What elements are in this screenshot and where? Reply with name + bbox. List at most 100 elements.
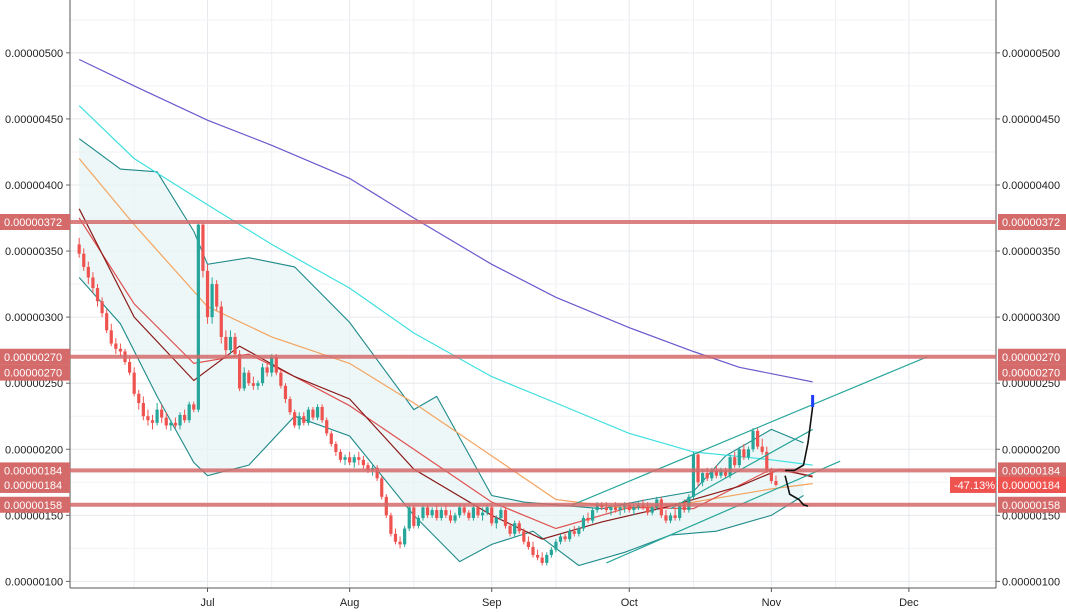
level-label-right-bg: [998, 496, 1066, 513]
candle-body: [485, 507, 489, 513]
candle-body: [650, 507, 654, 513]
x-tick-label: Jul: [200, 597, 214, 609]
candle-body: [205, 270, 210, 318]
candle-body: [192, 404, 196, 410]
candle-body: [210, 284, 214, 318]
candle-body: [105, 313, 109, 331]
candle-body: [448, 515, 453, 521]
level-label-left-bg: [0, 213, 70, 230]
candle-body: [678, 504, 682, 518]
y-tick-label-left: 0.00000500: [5, 48, 63, 60]
candle-body: [737, 449, 741, 466]
y-tick-label-right: 0.00000150: [1002, 510, 1060, 522]
candle-body: [691, 454, 696, 497]
y-tick-label-left: 0.00000150: [5, 510, 63, 522]
candle-body: [173, 422, 178, 426]
x-tick-label: Nov: [762, 597, 782, 609]
candle-body: [664, 515, 668, 521]
last-price-label: 0.00000184: [1002, 480, 1060, 492]
candle-body: [224, 336, 228, 351]
level-label-left-bg: [0, 496, 70, 513]
ma-line: [78, 217, 813, 530]
candle-body: [435, 510, 439, 518]
candle-body: [348, 457, 352, 463]
level-label-left: 0.00000372: [4, 217, 62, 229]
extra-label-right-bg: [998, 364, 1066, 381]
y-tick-label-left: 0.00000400: [5, 180, 63, 192]
candle-body: [558, 536, 563, 542]
candle-body: [499, 510, 503, 518]
candle-body: [265, 367, 269, 373]
candle-body: [425, 507, 430, 516]
candle-body: [742, 449, 746, 458]
candle-body: [288, 399, 292, 413]
candle-body: [251, 383, 255, 386]
candle-body: [535, 554, 540, 558]
horizontal-levels: [70, 219, 996, 507]
candle-body: [705, 473, 709, 479]
y-tick-label-left: 0.00000250: [5, 378, 63, 390]
candle-body: [260, 367, 265, 384]
candle-body: [581, 517, 586, 529]
candle-body: [118, 348, 123, 352]
candle-body: [247, 372, 251, 384]
level-label-left: 0.00000270: [4, 352, 62, 364]
channel-line: [569, 356, 928, 507]
candle-body: [228, 336, 233, 351]
candle-body: [668, 515, 673, 521]
candle-body: [769, 470, 773, 481]
level-label-right: 0.00000158: [1002, 500, 1060, 512]
level-label-left-bg: [0, 348, 70, 365]
candle-body: [274, 356, 278, 373]
candle-body: [494, 517, 498, 524]
candle-body: [462, 507, 466, 513]
candle-body: [774, 480, 778, 485]
projection-up: [785, 406, 814, 472]
candle-body: [403, 528, 407, 545]
candle-body: [701, 473, 705, 483]
candle-body: [95, 288, 100, 302]
candle-body: [366, 465, 370, 471]
candle-body: [554, 541, 558, 550]
candle-body: [444, 510, 448, 516]
candle-body: [127, 362, 132, 373]
extra-label-left-bg: [0, 364, 70, 381]
y-tick-label-right: 0.00000500: [1002, 48, 1060, 60]
candle-body: [297, 416, 301, 426]
x-tick-label: Aug: [340, 597, 360, 609]
candle-body: [765, 451, 769, 471]
ma-line: [78, 158, 813, 510]
candle-body: [187, 404, 191, 421]
projection-down: [784, 475, 809, 507]
candle-body: [421, 507, 425, 518]
candle-body: [380, 478, 384, 497]
candle-body: [375, 467, 379, 479]
last-price-bg: [998, 476, 1066, 493]
candle-body: [522, 531, 526, 542]
candle-body: [613, 507, 618, 511]
time-axis: Jul Aug Sep Oct Nov Dec: [200, 588, 919, 609]
candle-body: [361, 459, 365, 466]
candle-body: [352, 457, 356, 463]
y-tick-label-left: 0.00000350: [5, 246, 63, 258]
candle-body: [86, 266, 90, 278]
candle-body: [609, 507, 613, 511]
candle-body: [137, 393, 141, 404]
projection-marker: [811, 394, 815, 407]
candle-body: [604, 507, 608, 511]
candle-body: [77, 244, 81, 254]
candle-body: [320, 406, 324, 421]
y-tick-label-right: 0.00000450: [1002, 114, 1060, 126]
y-tick-label-right: 0.00000200: [1002, 444, 1060, 456]
x-tick-label: Sep: [482, 597, 502, 609]
level-label-right-bg: [998, 462, 1066, 479]
level-label-right-bg: [998, 348, 1066, 365]
level-label-left: 0.00000158: [4, 500, 62, 512]
candle-body: [545, 554, 549, 563]
price-change-bg: [950, 476, 996, 493]
level-line: [70, 502, 996, 507]
candle-body: [100, 301, 104, 314]
candle-body: [155, 409, 159, 423]
candle-body: [723, 470, 728, 476]
candle-body: [150, 420, 155, 423]
